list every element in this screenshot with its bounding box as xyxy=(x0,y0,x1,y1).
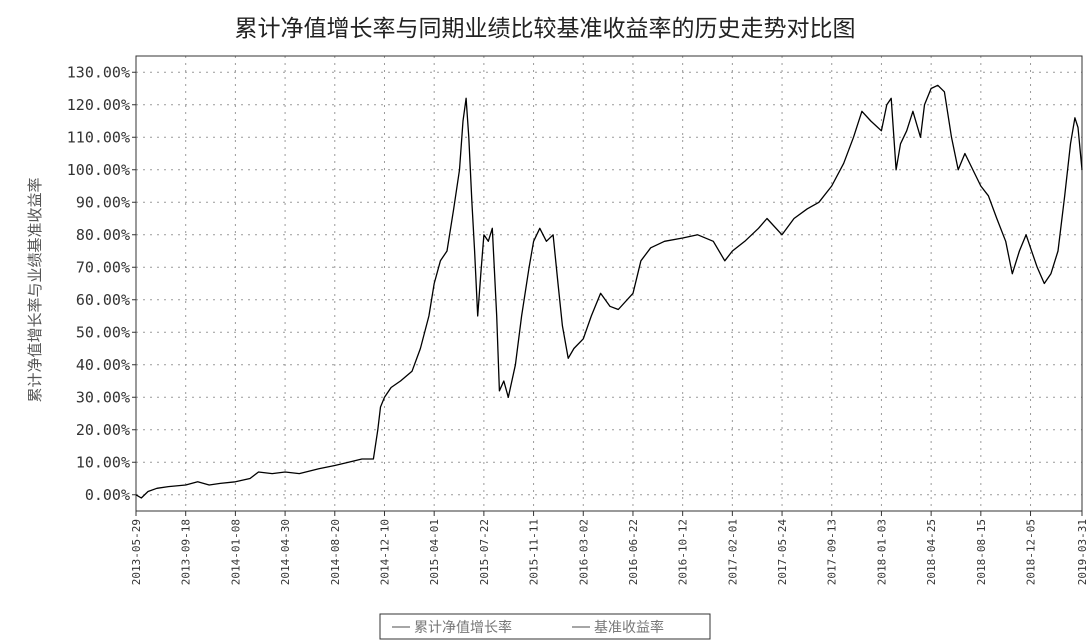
y-tick-label: 60.00% xyxy=(76,291,130,309)
y-tick-label: 90.00% xyxy=(76,193,130,211)
x-tick-label: 2018-01-03 xyxy=(875,519,888,585)
y-tick-label: 30.00% xyxy=(76,388,130,406)
y-tick-label: 70.00% xyxy=(76,258,130,276)
x-tick-label: 2015-07-22 xyxy=(478,519,491,585)
chart-title: 累计净值增长率与同期业绩比较基准收益率的历史走势对比图 xyxy=(235,16,856,42)
y-tick-label: 110.00% xyxy=(67,128,130,146)
y-tick-label: 0.00% xyxy=(85,486,130,504)
series-layer xyxy=(135,84,1083,499)
x-tick-label: 2015-04-01 xyxy=(428,519,441,585)
y-tick-label: 40.00% xyxy=(76,356,130,374)
x-tick-label: 2017-05-24 xyxy=(776,519,789,586)
x-tick-label: 2016-03-02 xyxy=(577,519,590,585)
y-tick-label: 80.00% xyxy=(76,226,130,244)
x-tick-label: 2015-11-11 xyxy=(528,519,541,585)
x-tick-label: 2019-03-31 xyxy=(1076,519,1089,585)
x-tick-label: 2017-09-13 xyxy=(826,519,839,585)
series-line-nav xyxy=(135,84,1083,499)
x-tick-label: 2013-05-29 xyxy=(130,519,143,585)
legend-label-benchmark: 基准收益率 xyxy=(594,619,664,636)
x-tick-label: 2016-10-12 xyxy=(677,519,690,585)
y-tick-label: 120.00% xyxy=(67,96,130,114)
legend: 累计净值增长率 基准收益率 xyxy=(379,613,711,640)
y-tick-label: 130.00% xyxy=(67,63,130,81)
y-axis-ticks: 0.00% 10.00% 20.00% 30.00% 40.00% 50.00% 60.00… xyxy=(67,63,136,504)
x-tick-label: 2013-09-18 xyxy=(180,519,193,585)
x-tick-label: 2018-12-05 xyxy=(1025,519,1038,585)
y-tick-label: 10.00% xyxy=(76,453,130,471)
x-tick-label: 2016-06-22 xyxy=(627,519,640,585)
plot-area-border xyxy=(135,55,1083,512)
y-tick-label: 100.00% xyxy=(67,161,130,179)
y-tick-label: 20.00% xyxy=(76,421,130,439)
legend-label-nav: 累计净值增长率 xyxy=(414,619,512,636)
x-tick-label: 2014-12-10 xyxy=(378,519,391,585)
y-axis-label: 累计净值增长率与业绩基准收益率 xyxy=(26,177,44,402)
x-tick-label: 2014-08-20 xyxy=(329,519,342,585)
grid-layer xyxy=(135,56,1083,511)
x-tick-label: 2014-04-30 xyxy=(279,519,292,585)
legend-box xyxy=(379,613,711,640)
y-tick-label: 50.00% xyxy=(76,323,130,341)
x-axis-ticks: 2013-05-29 2013-09-18 2014-01-08 2014-04-30… xyxy=(130,511,1089,585)
x-tick-label: 2017-02-01 xyxy=(726,519,739,585)
x-tick-label: 2018-08-15 xyxy=(975,519,988,585)
x-tick-label: 2014-01-08 xyxy=(229,519,242,585)
x-tick-label: 2018-04-25 xyxy=(925,519,938,585)
